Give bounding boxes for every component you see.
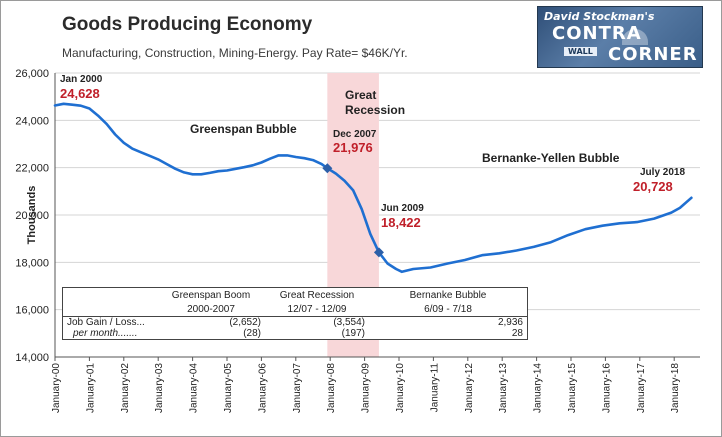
x-tick-label: January-12 xyxy=(464,363,475,413)
annotation-jun2009-date: Jun 2009 xyxy=(381,203,424,214)
x-tick-label: January-03 xyxy=(154,363,165,413)
x-tick-label: January-02 xyxy=(120,363,131,413)
x-tick-label: January-09 xyxy=(361,363,372,413)
summary-header-recession: Great Recession xyxy=(279,289,355,301)
summary-header-bernanke: Bernanke Bubble xyxy=(409,289,487,301)
x-tick-label: January-17 xyxy=(636,363,647,413)
annotation-jan2000-value: 24,628 xyxy=(60,86,100,101)
x-tick-label: January-16 xyxy=(601,363,612,413)
annotation-dec2007-date: Dec 2007 xyxy=(333,129,377,140)
summary-cell: (28) xyxy=(243,328,261,339)
x-tick-label: January-05 xyxy=(223,363,234,413)
x-tick-label: January-14 xyxy=(533,363,544,413)
annotation-jan2000-date: Jan 2000 xyxy=(60,74,103,85)
x-tick-label: January-01 xyxy=(85,363,96,413)
logo-line3: CORNER xyxy=(608,44,698,65)
logo-line1: David Stockman's xyxy=(544,10,655,23)
annotation-july2018-date: July 2018 xyxy=(640,167,686,178)
summary-header-row-1: Greenspan Boom Great Recession Bernanke … xyxy=(63,288,528,303)
summary-cell: (2,652) xyxy=(229,317,261,328)
y-tick-label: 26,000 xyxy=(15,68,49,80)
summary-row-label: Job Gain / Loss... xyxy=(67,317,145,328)
summary-table: Greenspan Boom Great Recession Bernanke … xyxy=(62,287,528,340)
summary-period-recession: 12/07 - 12/09 xyxy=(287,303,347,315)
series-line xyxy=(53,102,693,274)
summary-cell: 28 xyxy=(511,328,523,339)
contra-corner-logo: David Stockman's CONTRA WALL CORNER xyxy=(537,6,703,68)
summary-cell: 2,936 xyxy=(497,317,523,328)
x-tick-label: January-13 xyxy=(498,363,509,413)
annotation-july2018-value: 20,728 xyxy=(633,179,673,194)
annotation-jun2009-value: 18,422 xyxy=(381,215,421,230)
logo-line2: CONTRA xyxy=(552,23,642,44)
chart-title: Goods Producing Economy xyxy=(62,14,313,35)
y-tick-label: 18,000 xyxy=(15,257,49,269)
summary-header-row-2: 2000-2007 12/07 - 12/09 6/09 - 7/18 xyxy=(63,302,528,317)
data-point-marker xyxy=(373,247,384,258)
x-tick-label: January-08 xyxy=(326,363,337,413)
series-layer xyxy=(53,102,693,274)
summary-row-per-month: per month....... (28) (197) 28 xyxy=(63,328,528,340)
logo-wall-sign: WALL xyxy=(564,47,597,56)
x-tick-label: January-10 xyxy=(395,363,406,413)
summary-cell: (197) xyxy=(341,328,365,339)
summary-header-blank xyxy=(63,302,158,317)
summary-header-blank xyxy=(63,288,158,303)
annotation-greenspan-bubble: Greenspan Bubble xyxy=(190,122,297,136)
y-tick-label: 24,000 xyxy=(15,115,49,127)
annotation-bernanke-yellen-bubble: Bernanke-Yellen Bubble xyxy=(482,151,620,165)
markers-layer xyxy=(322,163,384,258)
y-tick-label: 20,000 xyxy=(15,210,49,222)
annotation-great-recession: Great Recession xyxy=(345,88,406,117)
data-point-marker xyxy=(322,163,333,174)
chart-subtitle: Manufacturing, Construction, Mining-Ener… xyxy=(62,46,408,60)
x-tick-label: January-06 xyxy=(257,363,268,413)
x-tick-label: January-07 xyxy=(292,363,303,413)
y-axis-title-layer: Thousands xyxy=(26,186,38,245)
summary-row-job-gain: Job Gain / Loss... (2,652) (3,554) 2,936 xyxy=(62,316,528,329)
y-axis-title: Thousands xyxy=(26,186,38,245)
axes: 14,000 16,000 18,000 20,000 22,000 24,000 26,0… xyxy=(15,68,700,413)
summary-header-greenspan: Greenspan Boom xyxy=(171,289,251,301)
x-tick-label: January-00 xyxy=(51,363,62,413)
annotation-dec2007-value: 21,976 xyxy=(333,140,373,155)
summary-period-greenspan: 2000-2007 xyxy=(187,303,235,315)
summary-period-bernanke: 6/09 - 7/18 xyxy=(424,303,472,315)
summary-cell: (3,554) xyxy=(333,317,365,328)
capitol-dome-icon xyxy=(622,29,648,45)
x-tick-label: January-15 xyxy=(567,363,578,413)
x-tick-label: January-11 xyxy=(429,363,440,413)
summary-row-label: per month....... xyxy=(73,328,138,339)
y-tick-label: 22,000 xyxy=(15,163,49,175)
x-tick-label: January-04 xyxy=(189,363,200,413)
x-tick-label: January-18 xyxy=(670,363,681,413)
y-tick-label: 14,000 xyxy=(15,352,49,364)
y-tick-label: 16,000 xyxy=(15,305,49,317)
